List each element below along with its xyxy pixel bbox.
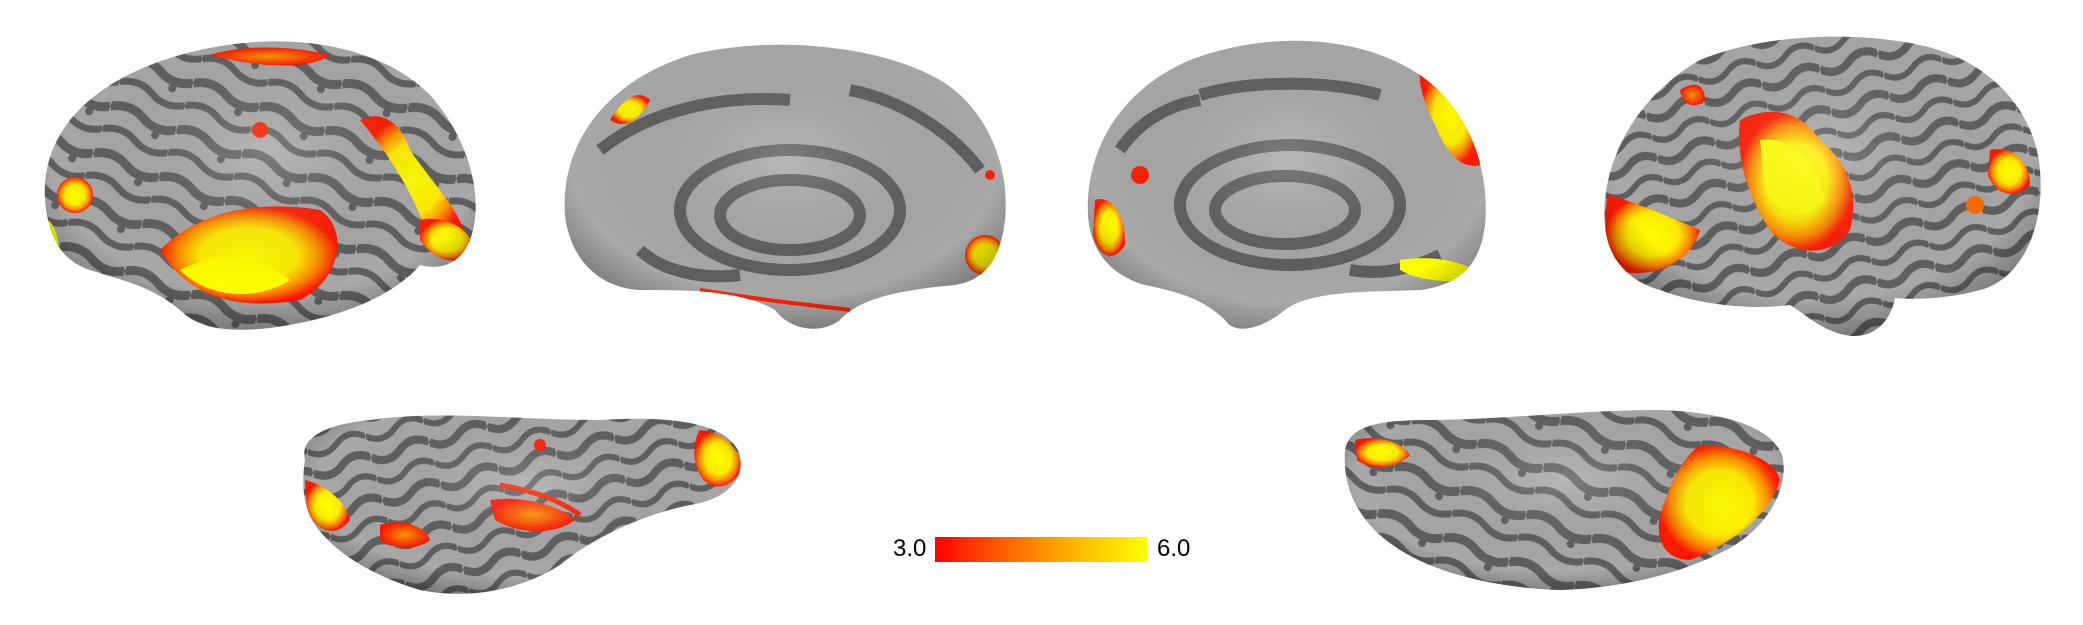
brain-view-right-ventral [1344, 410, 1784, 590]
brain-view-left-medial [564, 44, 1006, 329]
brain-view-right-lateral [1604, 36, 2041, 336]
colorbar-max-label: 6.0 [1157, 535, 1191, 562]
colorbar-min-label: 3.0 [893, 535, 927, 562]
brain-view-right-medial [1087, 40, 1486, 329]
colorbar-gradient [935, 537, 1147, 562]
brain-view-left-ventral [303, 415, 741, 594]
brain-view-left-lateral [44, 41, 476, 330]
